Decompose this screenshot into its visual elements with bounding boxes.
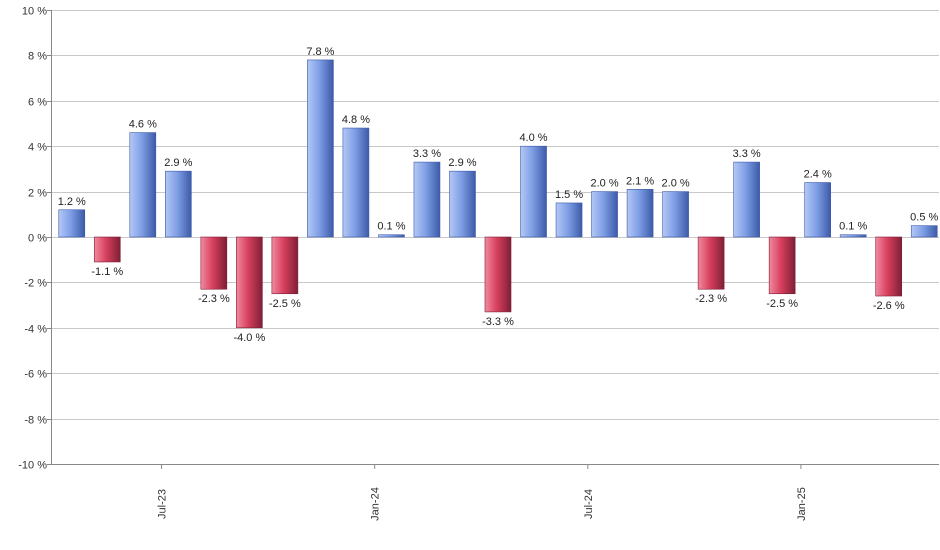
data-label: 0.1 %	[839, 221, 867, 233]
data-label: 2.1 %	[626, 175, 654, 187]
y-tick-label: 4 %	[28, 142, 47, 154]
data-labels: 1.2 % -1.1 % 4.6 % 2.9 % -2.3 % -4.0 % -2.5 % 7…	[58, 46, 939, 344]
bar	[910, 225, 938, 238]
bar	[697, 236, 725, 290]
data-label: 2.0 %	[590, 178, 618, 190]
data-label: 4.6 %	[129, 119, 157, 131]
data-label: -1.1 %	[91, 266, 123, 278]
x-axis-tick-labels: Jul-23 Jan-24 Jul-24 Jan-25	[157, 464, 808, 521]
bar	[200, 236, 228, 290]
data-label: 2.9 %	[448, 157, 476, 169]
y-tick-label: 8 %	[28, 51, 47, 63]
y-axis-tick-labels: 10 % 8 % 6 % 4 % 2 % 0 % -2 % -4 % -6 % -8 % -10 %	[18, 6, 47, 472]
bar	[58, 209, 86, 238]
bar	[236, 236, 263, 329]
data-label: 7.8 %	[306, 46, 334, 58]
y-tick-label: 0 %	[28, 233, 47, 245]
y-tick-label: -8 %	[24, 415, 47, 427]
data-label: 0.5 %	[910, 212, 938, 224]
data-label: 2.0 %	[662, 178, 690, 190]
data-label: -3.3 %	[482, 316, 514, 328]
bar	[555, 202, 583, 238]
bar	[342, 127, 370, 238]
y-tick-label: -2 %	[24, 278, 47, 290]
bar	[165, 170, 192, 238]
data-label: 1.2 %	[58, 196, 86, 208]
x-tick-label: Jul-24	[583, 489, 595, 519]
bar	[413, 161, 441, 238]
bar	[839, 234, 867, 238]
bar	[662, 191, 689, 238]
axes	[51, 10, 939, 465]
data-label: -4.0 %	[233, 332, 265, 344]
bar	[733, 161, 760, 238]
bar	[591, 191, 618, 238]
data-label: 1.5 %	[555, 189, 583, 201]
bars	[58, 59, 938, 329]
x-tick-label: Jul-23	[157, 489, 169, 519]
y-tick-label: 10 %	[22, 6, 47, 18]
y-tick-label: 6 %	[28, 97, 47, 109]
y-tick-label: -10 %	[18, 460, 47, 472]
data-label: -2.3 %	[695, 293, 727, 305]
data-label: 2.9 %	[164, 157, 192, 169]
data-label: -2.5 %	[269, 298, 301, 310]
bar	[626, 189, 654, 238]
bar	[378, 234, 405, 238]
bar	[307, 59, 334, 238]
data-label: 3.3 %	[413, 148, 441, 160]
bar	[520, 145, 547, 238]
data-label: 3.3 %	[733, 148, 761, 160]
bar	[129, 132, 157, 238]
data-label: 4.0 %	[519, 132, 547, 144]
bar	[804, 182, 831, 238]
data-label: -2.3 %	[198, 293, 230, 305]
data-label: 2.4 %	[804, 169, 832, 181]
data-label: 0.1 %	[377, 221, 405, 233]
bar	[484, 236, 512, 313]
bar	[271, 236, 299, 295]
bar	[449, 170, 476, 238]
x-tick-label: Jan-24	[370, 487, 382, 521]
x-tick-label: Jan-25	[796, 487, 808, 521]
bar	[768, 236, 796, 295]
y-tick-label: -4 %	[24, 324, 47, 336]
bar	[93, 236, 121, 263]
bar	[875, 236, 903, 297]
y-tick-label: -6 %	[24, 369, 47, 381]
y-tick-label: 2 %	[28, 188, 47, 200]
data-label: -2.5 %	[766, 298, 798, 310]
data-label: 4.8 %	[342, 114, 370, 126]
data-label: -2.6 %	[873, 300, 905, 312]
